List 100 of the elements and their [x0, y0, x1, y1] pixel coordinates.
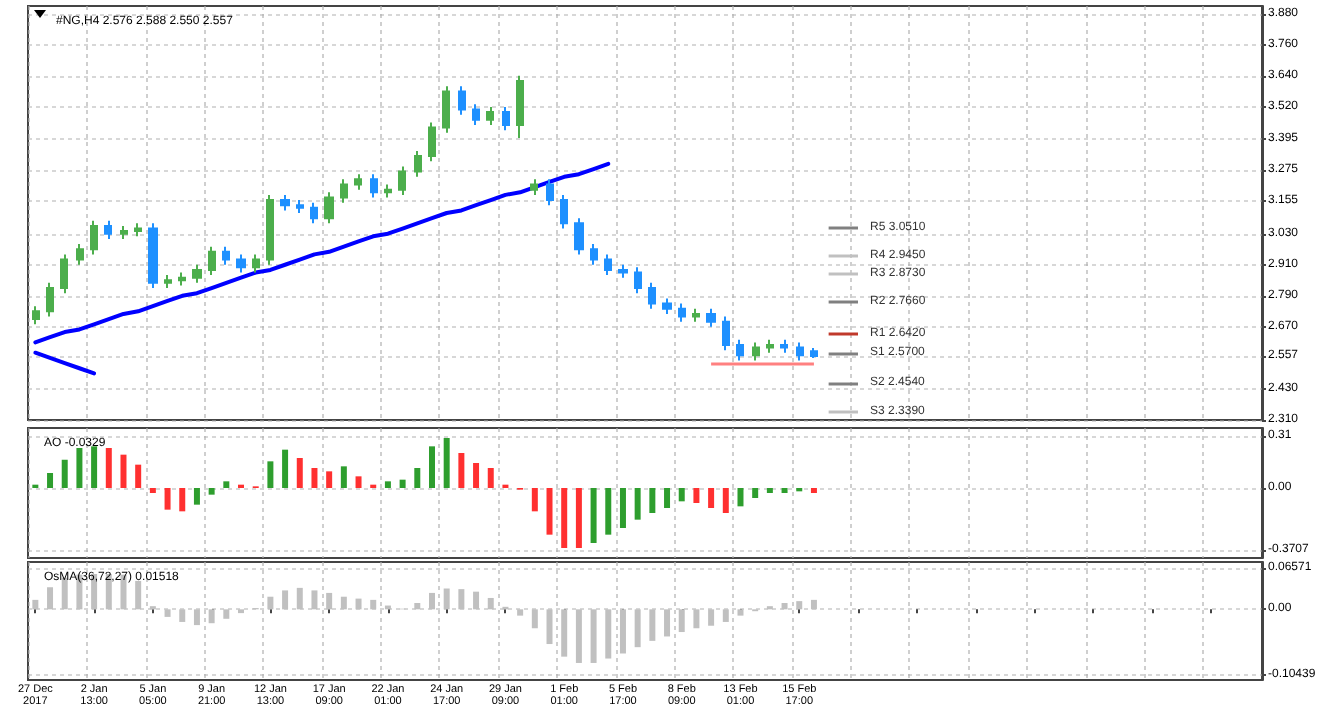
candlestick	[766, 338, 774, 354]
bar	[443, 588, 450, 610]
bar	[619, 488, 626, 528]
bar	[296, 458, 303, 488]
bar	[649, 609, 656, 641]
candlestick	[810, 347, 818, 359]
candlestick	[46, 281, 54, 318]
bar	[664, 609, 671, 637]
bar	[76, 448, 83, 488]
bar	[355, 476, 362, 488]
candlestick	[530, 178, 538, 196]
candlestick	[236, 253, 246, 274]
candlestick	[414, 149, 422, 178]
bar	[473, 591, 480, 610]
candlestick	[796, 341, 804, 362]
bar	[164, 609, 171, 617]
candlestick	[208, 245, 216, 277]
candlestick	[370, 173, 378, 199]
bar	[737, 488, 744, 507]
bar	[193, 488, 200, 505]
bar	[179, 488, 186, 512]
bar	[370, 599, 377, 610]
bar	[443, 438, 450, 488]
bar	[708, 488, 715, 508]
bar	[135, 464, 142, 488]
candlestick	[604, 253, 612, 277]
bar	[810, 599, 817, 610]
candlestick	[722, 315, 730, 352]
bar	[678, 609, 685, 633]
bar	[693, 488, 700, 503]
bar	[561, 488, 568, 548]
bar	[120, 454, 127, 488]
bar	[781, 603, 788, 610]
candlestick	[266, 193, 274, 266]
bar	[355, 598, 362, 610]
candlestick	[502, 105, 510, 132]
candlestick	[252, 253, 260, 274]
candlestick	[752, 341, 760, 362]
candlestick	[354, 173, 362, 191]
bar	[428, 592, 435, 610]
bar	[649, 488, 656, 513]
bar	[311, 468, 318, 488]
bar	[340, 596, 347, 610]
bar	[693, 609, 700, 629]
candlestick	[546, 178, 554, 207]
bar	[752, 488, 759, 498]
bar	[326, 592, 333, 610]
candlestick	[648, 281, 656, 310]
candlestick	[780, 338, 788, 354]
candlestick	[692, 307, 700, 323]
candlestick	[384, 183, 392, 199]
candlestick	[32, 305, 40, 326]
candlestick	[148, 222, 158, 290]
bar	[193, 609, 200, 626]
bar	[634, 609, 641, 648]
bar	[575, 488, 582, 548]
bar	[267, 596, 274, 610]
bar	[61, 459, 68, 488]
bar	[267, 461, 274, 488]
candlestick	[662, 297, 672, 315]
bar	[561, 609, 568, 657]
candlestick	[428, 121, 436, 163]
bar	[664, 488, 671, 508]
bar	[678, 488, 685, 502]
bar	[296, 587, 303, 610]
bar	[179, 609, 186, 622]
bar	[164, 488, 171, 510]
candlestick	[634, 266, 642, 295]
candlestick	[178, 271, 186, 287]
bar	[722, 609, 729, 622]
line-series	[33, 350, 97, 376]
bar	[414, 468, 421, 488]
candlestick	[736, 338, 744, 362]
bar	[208, 609, 215, 624]
bar	[575, 609, 582, 663]
bar	[634, 488, 641, 520]
candlestick	[164, 274, 172, 290]
candlestick	[60, 253, 68, 295]
candlestick	[486, 105, 494, 127]
bar	[47, 587, 54, 610]
bar	[517, 609, 524, 616]
candlestick	[324, 191, 334, 225]
bar	[399, 479, 406, 488]
bar	[546, 609, 553, 645]
bar	[458, 589, 465, 610]
bar	[282, 449, 289, 488]
bar	[796, 601, 803, 610]
candlestick	[472, 103, 480, 127]
candlestick	[222, 245, 230, 266]
bar	[414, 603, 421, 610]
candlestick	[310, 201, 318, 225]
bar	[282, 590, 289, 610]
bar	[590, 609, 597, 663]
candlestick	[192, 263, 202, 284]
candlestick	[340, 178, 348, 204]
candlestick	[104, 219, 112, 240]
bar	[311, 590, 318, 610]
bar	[473, 463, 480, 488]
bar	[458, 453, 465, 488]
bar	[326, 471, 333, 488]
